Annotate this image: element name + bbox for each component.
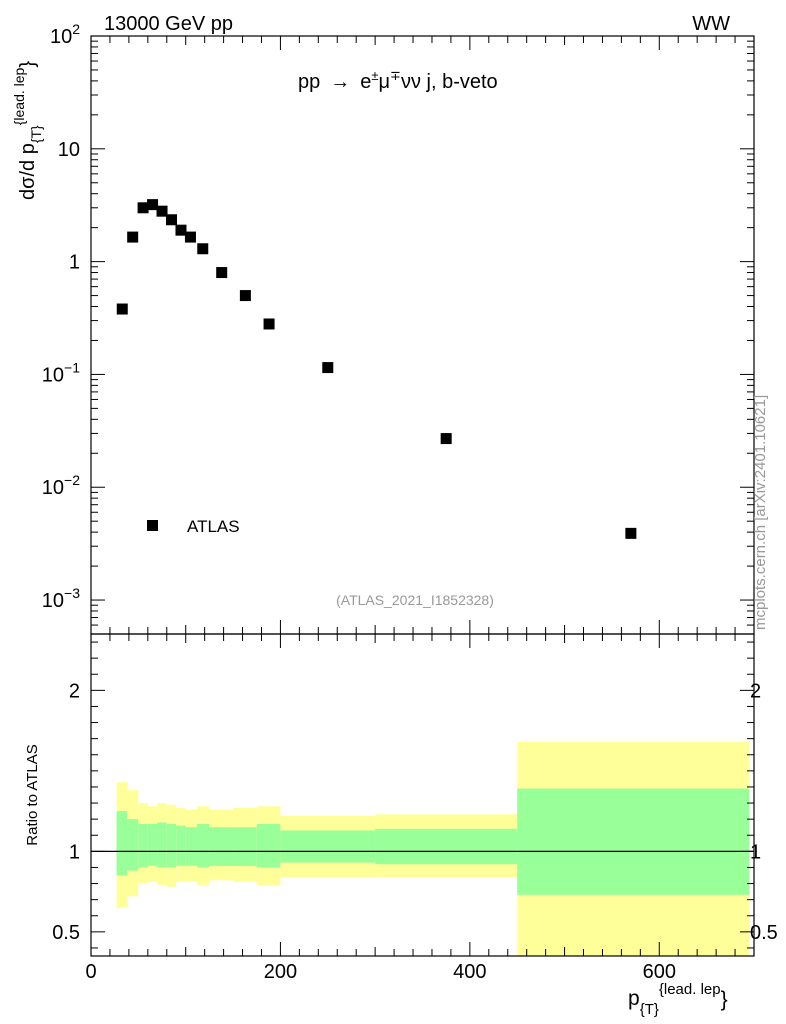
inner-band <box>280 830 376 863</box>
x-tick-label: 400 <box>453 961 486 983</box>
x-axis-label: p{T}{lead. lep} <box>628 981 728 1018</box>
data-point <box>175 224 187 236</box>
side-credit: mcplots.cern.ch [arXiv:2401.10621] <box>752 395 769 630</box>
data-point <box>239 290 251 302</box>
data-point <box>625 527 637 539</box>
inner-band <box>517 788 750 895</box>
main-plot-frame <box>90 35 755 635</box>
main-y-tick-label: 10−2 <box>42 472 80 499</box>
energy-label: 13000 GeV pp <box>104 13 233 35</box>
inner-band <box>256 823 281 868</box>
data-point <box>263 318 275 330</box>
legend-label: ATLAS <box>187 517 240 536</box>
inner-band <box>116 811 127 876</box>
data-point <box>216 267 228 279</box>
data-point <box>322 362 334 374</box>
ratio-uncertainty-bands <box>116 741 750 956</box>
data-point <box>147 199 159 211</box>
inner-band <box>233 827 257 866</box>
x-tick-label: 200 <box>264 961 297 983</box>
inner-band <box>157 822 167 868</box>
inner-band <box>166 823 177 868</box>
main-y-axis-label: dσ/d p{T}{lead. lep} <box>11 61 44 200</box>
main-y-tick-label: 102 <box>50 21 80 48</box>
ratio-y-tick-label-left: 2 <box>69 680 80 702</box>
x-tick-label: 600 <box>643 961 676 983</box>
ratio-y-tick-label-left: 1 <box>69 841 80 863</box>
main-y-tick-label: 10−1 <box>42 359 80 386</box>
data-point <box>156 205 168 217</box>
data-point <box>137 202 149 214</box>
data-point <box>197 243 209 255</box>
inner-band <box>209 827 234 866</box>
main-axis-ticks <box>90 35 755 635</box>
data-point <box>166 214 178 226</box>
process-title: pp → e±μ∓νν j, b-veto <box>298 68 498 93</box>
inner-band <box>185 827 198 866</box>
data-point <box>440 433 452 445</box>
data-point <box>127 231 139 243</box>
inner-band <box>375 828 518 865</box>
ratio-y-tick-label-left: 0.5 <box>52 922 80 944</box>
inner-band <box>138 823 148 868</box>
legend-marker <box>147 520 158 531</box>
ratio-y-axis-label: Ratio to ATLAS <box>24 744 41 845</box>
inner-band <box>176 825 186 866</box>
main-y-tick-label: 10−3 <box>42 585 80 612</box>
ratio-y-tick-label-right: 0.5 <box>750 922 778 944</box>
inner-band <box>147 823 158 866</box>
x-tick-labels: 0 200 400 600 <box>85 961 676 983</box>
ratio-axis-ticks <box>90 634 755 956</box>
x-tick-label: 0 <box>85 961 96 983</box>
ratio-y-tick-label-right: 2 <box>750 680 761 702</box>
main-y-tick-label: 10 <box>58 139 80 161</box>
main-y-tick-label: 1 <box>69 252 80 274</box>
data-points <box>116 199 637 539</box>
main-y-tick-labels: 102 10 1 10−1 10−2 10−3 <box>42 21 80 612</box>
data-point <box>184 231 196 243</box>
process-tag: WW <box>692 13 730 35</box>
ratio-y-tick-label-right: 1 <box>750 841 761 863</box>
inner-band <box>126 819 139 871</box>
ratio-plot-frame <box>90 633 755 957</box>
inner-band <box>197 823 210 868</box>
analysis-id: (ATLAS_2021_I1852328) <box>336 592 494 608</box>
data-point <box>116 303 128 315</box>
ratio-y-tick-labels: 2 2 1 1 0.5 0.5 <box>52 680 778 944</box>
